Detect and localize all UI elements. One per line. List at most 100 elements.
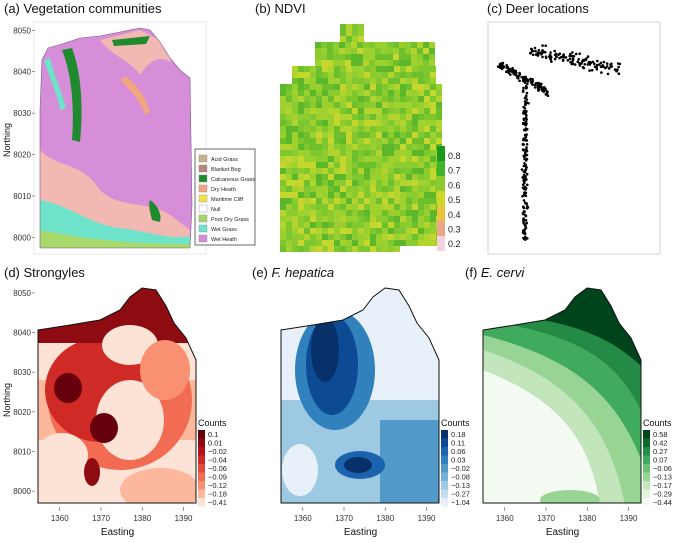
ndvi-cell bbox=[400, 84, 406, 90]
ndvi-cell bbox=[316, 246, 322, 252]
ndvi-cell bbox=[399, 48, 405, 54]
deer-location-point bbox=[524, 168, 528, 171]
ndvi-cell bbox=[310, 162, 316, 168]
deer-location-point bbox=[533, 46, 537, 50]
ndvi-cell bbox=[399, 54, 405, 60]
ndvi-cell bbox=[418, 180, 424, 186]
ndvi-cell bbox=[400, 126, 406, 132]
ndvi-cell bbox=[298, 156, 304, 162]
ndvi-cell bbox=[364, 228, 370, 234]
ndvi-cell bbox=[316, 216, 322, 222]
ndvi-cell bbox=[400, 234, 406, 240]
ndvi-cell bbox=[370, 90, 376, 96]
ndvi-cell bbox=[358, 180, 364, 186]
ndvi-cell bbox=[316, 168, 322, 174]
strongyles-hotspot-1 bbox=[54, 373, 82, 403]
ndvi-cell bbox=[376, 240, 382, 246]
ndvi-cell bbox=[280, 174, 286, 180]
ndvi-cell bbox=[346, 150, 352, 156]
ndvi-cell bbox=[418, 108, 424, 114]
ndvi-cell bbox=[334, 198, 340, 204]
ndvi-cell bbox=[406, 72, 412, 78]
ndvi-cell bbox=[418, 78, 424, 84]
ndvi-cell bbox=[328, 78, 334, 84]
ndvi-cell bbox=[328, 144, 334, 150]
ndvi-cell bbox=[364, 210, 370, 216]
ndvi-cell bbox=[400, 240, 406, 246]
ndvi-cell bbox=[286, 144, 292, 150]
ndvi-cell bbox=[328, 240, 334, 246]
fhepatica-boundary bbox=[280, 287, 440, 504]
ndvi-cell bbox=[417, 54, 423, 60]
deer-location-point bbox=[522, 206, 526, 210]
ndvi-cell bbox=[388, 204, 394, 210]
ndvi-cell bbox=[400, 228, 406, 234]
counts-legend-swatch bbox=[198, 447, 205, 456]
ndvi-cell bbox=[382, 78, 388, 84]
ndvi-cell bbox=[424, 66, 430, 72]
ndvi-cell bbox=[376, 126, 382, 132]
ndvi-cell bbox=[430, 132, 436, 138]
vegetation-legend-label: Wet Heath bbox=[211, 237, 237, 243]
deer-location-point bbox=[500, 66, 504, 69]
strongyles-hotspot-2 bbox=[90, 413, 118, 443]
ndvi-cell bbox=[327, 60, 333, 66]
ndvi-cell bbox=[316, 192, 322, 198]
ndvi-cell bbox=[280, 138, 286, 144]
ndvi-cell bbox=[346, 198, 352, 204]
deer-location-point bbox=[581, 58, 585, 62]
ndvi-cell bbox=[412, 156, 418, 162]
vegetation-legend-swatch bbox=[198, 224, 208, 233]
ndvi-cell bbox=[382, 186, 388, 192]
easting-axis-label: Easting bbox=[344, 527, 377, 538]
ndvi-cell bbox=[406, 102, 412, 108]
counts-legend-swatch bbox=[441, 455, 448, 464]
panel-title-fhepatica: (e) F. hepatica bbox=[252, 265, 335, 280]
ndvi-cell bbox=[340, 24, 346, 30]
ndvi-cell bbox=[346, 228, 352, 234]
ndvi-cell bbox=[358, 114, 364, 120]
ndvi-cell bbox=[328, 222, 334, 228]
ndvi-cell bbox=[370, 228, 376, 234]
ndvi-cell bbox=[370, 72, 376, 78]
ndvi-cell bbox=[298, 108, 304, 114]
ndvi-cell bbox=[352, 156, 358, 162]
deer-location-point bbox=[523, 81, 527, 84]
ndvi-cell bbox=[322, 138, 328, 144]
ndvi-cell bbox=[417, 48, 423, 54]
ndvi-cell bbox=[400, 186, 406, 192]
ndvi-cell bbox=[316, 126, 322, 132]
ndvi-cell bbox=[334, 66, 340, 72]
ndvi-cell bbox=[352, 72, 358, 78]
deer-location-point bbox=[537, 89, 540, 92]
ndvi-cell bbox=[286, 198, 292, 204]
ndvi-cell bbox=[400, 102, 406, 108]
deer-location-point bbox=[541, 55, 544, 59]
vegetation-legend-label: Wet Grass bbox=[211, 227, 237, 233]
ndvi-cell bbox=[412, 210, 418, 216]
ndvi-cell bbox=[382, 240, 388, 246]
ndvi-cell bbox=[394, 216, 400, 222]
ndvi-cell bbox=[418, 216, 424, 222]
deer-location-point bbox=[617, 72, 621, 75]
ndvi-cell bbox=[346, 192, 352, 198]
ndvi-cell bbox=[346, 210, 352, 216]
ndvi-cell bbox=[430, 156, 436, 162]
deer-location-point bbox=[610, 65, 614, 68]
ndvi-cell bbox=[364, 246, 370, 252]
ndvi-cell bbox=[340, 132, 346, 138]
ndvi-cell bbox=[339, 60, 345, 66]
ndvi-cell bbox=[388, 198, 394, 204]
ndvi-cell bbox=[381, 48, 387, 54]
wet-grass-west bbox=[44, 58, 66, 110]
deer-location-point bbox=[541, 44, 544, 47]
ndvi-cell bbox=[394, 240, 400, 246]
vegetation-legend-label: Dry Heath bbox=[211, 187, 236, 193]
ndvi-cell bbox=[382, 114, 388, 120]
ndvi-cell bbox=[370, 222, 376, 228]
ndvi-cell bbox=[304, 180, 310, 186]
ndvi-cell bbox=[400, 72, 406, 78]
ndvi-cell bbox=[388, 174, 394, 180]
deer-location-point bbox=[576, 60, 579, 63]
ndvi-cell bbox=[430, 174, 436, 180]
